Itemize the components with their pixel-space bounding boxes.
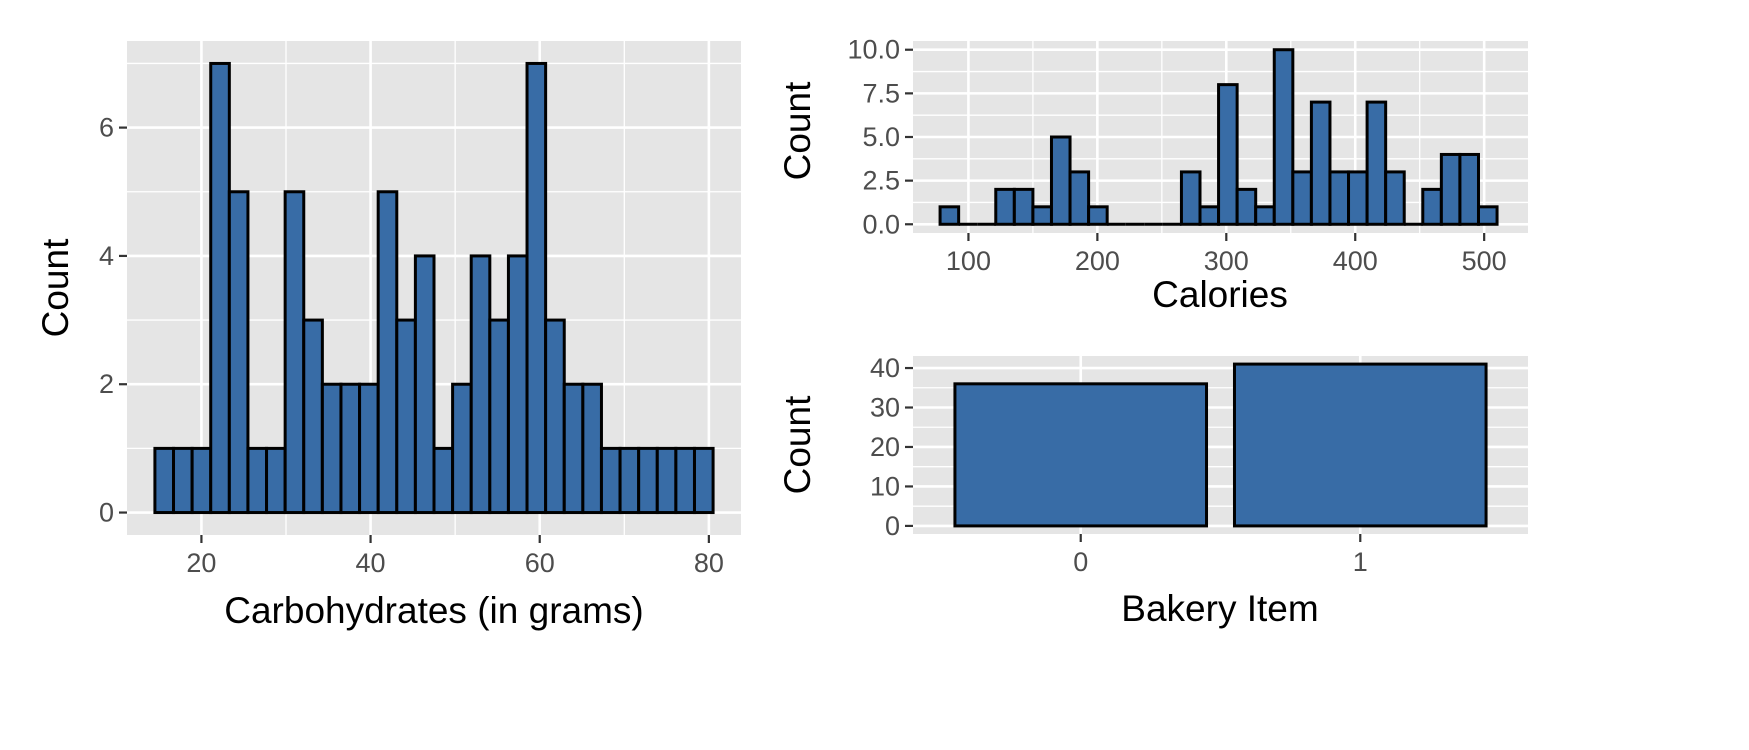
- y-axis-ticks: 0 2 4 6: [99, 113, 127, 528]
- histogram-bar: [1365, 100, 1388, 226]
- histogram-bar: [190, 446, 213, 515]
- y-tick-label: 6: [99, 113, 114, 143]
- histogram-bar: [376, 190, 399, 515]
- y-tick-label: 0: [885, 511, 900, 541]
- histogram-bars: [938, 48, 1499, 226]
- histogram-bar: [562, 382, 585, 515]
- y-axis-title: Count: [777, 81, 818, 180]
- x-tick-label: 0: [1073, 547, 1088, 577]
- histogram-bar: [1031, 205, 1053, 226]
- y-tick-label: 4: [99, 241, 114, 271]
- histogram-bar: [581, 382, 603, 515]
- histogram-bar: [395, 318, 417, 515]
- histogram-bar: [1087, 205, 1109, 226]
- y-axis-ticks: 0.0 2.5 5.0 7.5 10.0: [847, 35, 913, 239]
- histogram-bar: [358, 382, 380, 515]
- histogram-bar: [544, 318, 566, 515]
- x-tick-label: 40: [356, 548, 386, 578]
- y-axis-title: Count: [777, 395, 818, 494]
- category-bar: [1232, 362, 1488, 528]
- category-bars: [953, 362, 1488, 528]
- histogram-bar: [938, 205, 961, 226]
- y-tick-label: 0: [99, 498, 114, 528]
- carbohydrates-histogram-panel: 20 40 60 80 0 2 4 6 Carbohydrates (in grams) C…: [35, 41, 741, 631]
- y-tick-label: 20: [870, 432, 900, 462]
- histogram-bar: [525, 61, 548, 515]
- histogram-bar: [674, 446, 696, 515]
- x-tick-label: 500: [1462, 246, 1507, 276]
- histogram-bar: [1328, 170, 1351, 226]
- x-axis-title: Carbohydrates (in grams): [224, 590, 643, 631]
- histogram-bar: [1421, 187, 1443, 226]
- histogram-bar: [1198, 205, 1221, 226]
- y-axis-title: Count: [35, 238, 76, 337]
- histogram-bar: [339, 382, 362, 515]
- y-tick-label: 30: [870, 393, 900, 423]
- x-tick-label: 80: [694, 548, 724, 578]
- y-tick-label: 2: [99, 369, 114, 399]
- y-tick-label: 0.0: [862, 209, 900, 239]
- x-axis-title: Bakery Item: [1121, 588, 1318, 629]
- histogram-bar: [1309, 100, 1332, 226]
- histogram-bar: [283, 190, 306, 515]
- histogram-bar: [618, 446, 641, 515]
- y-tick-label: 7.5: [862, 78, 900, 108]
- histogram-bar: [655, 446, 678, 515]
- histogram-bar: [227, 190, 250, 515]
- calories-histogram-panel: 100 200 300 400 500 0.0 2.5 5.0 7.5 10.0 Calorie…: [777, 35, 1528, 315]
- x-tick-label: 1: [1353, 547, 1368, 577]
- histogram-bars: [153, 61, 715, 515]
- histogram-bar: [599, 446, 622, 515]
- histogram-bar: [172, 446, 194, 515]
- histogram-bar: [1254, 205, 1276, 226]
- histogram-bar: [1217, 83, 1239, 226]
- histogram-bar: [1439, 152, 1462, 226]
- histogram-bar: [1476, 205, 1499, 226]
- histogram-bar: [506, 254, 529, 515]
- histogram-bar: [692, 446, 715, 515]
- histogram-bar: [488, 318, 510, 515]
- histogram-bar: [265, 446, 287, 515]
- x-axis-ticks: 20 40 60 80: [186, 535, 724, 578]
- histogram-bar: [413, 254, 436, 515]
- histogram-bar: [451, 382, 473, 515]
- y-axis-ticks: 0 10 20 30 40: [870, 353, 913, 541]
- x-tick-label: 300: [1204, 246, 1249, 276]
- histogram-bar: [246, 446, 269, 515]
- y-tick-label: 10.0: [847, 35, 900, 65]
- y-tick-label: 40: [870, 353, 900, 383]
- y-tick-label: 2.5: [862, 166, 900, 196]
- x-axis-title: Calories: [1152, 274, 1288, 315]
- histogram-bar: [994, 187, 1016, 226]
- y-tick-label: 5.0: [862, 122, 900, 152]
- histogram-bar: [432, 446, 455, 515]
- x-axis-ticks: 100 200 300 400 500: [946, 233, 1507, 276]
- histogram-bar: [320, 382, 343, 515]
- histogram-bar: [209, 61, 231, 515]
- histogram-bar: [1347, 170, 1369, 226]
- histogram-bar: [1458, 152, 1480, 226]
- histogram-bar: [469, 254, 492, 515]
- x-tick-label: 200: [1075, 246, 1120, 276]
- histogram-bar: [1179, 170, 1202, 226]
- y-tick-label: 10: [870, 471, 900, 501]
- histogram-bar: [1384, 170, 1406, 226]
- x-tick-label: 20: [186, 548, 216, 578]
- histogram-bar: [1235, 187, 1258, 226]
- category-bar: [953, 382, 1209, 528]
- histogram-bar: [153, 446, 176, 515]
- histogram-bar: [1291, 170, 1313, 226]
- x-tick-label: 60: [525, 548, 555, 578]
- histogram-bar: [1068, 170, 1091, 226]
- x-tick-label: 100: [946, 246, 991, 276]
- histogram-bar: [302, 318, 324, 515]
- histogram-bar: [1272, 48, 1295, 226]
- histogram-bar: [637, 446, 659, 515]
- histogram-bar: [1049, 135, 1072, 226]
- histogram-bar: [1012, 187, 1035, 226]
- x-tick-label: 400: [1333, 246, 1378, 276]
